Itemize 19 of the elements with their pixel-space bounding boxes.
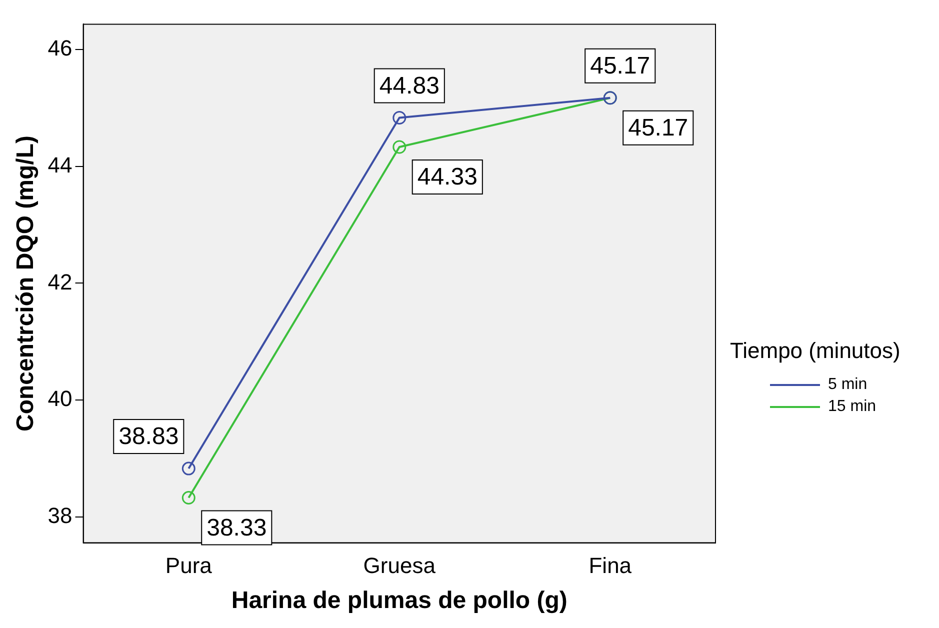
legend-label: 15 min (828, 398, 876, 416)
data-label: 44.33 (417, 164, 478, 191)
x-tick-label: Pura (165, 553, 213, 578)
y-tick-label: 40 (48, 386, 72, 412)
y-tick-label: 38 (48, 503, 72, 528)
x-axis-title: Harina de plumas de pollo (g) (231, 587, 568, 614)
y-axis-title: Concentrción DQO (mg/L) (12, 136, 40, 432)
x-tick-label: Gruesa (363, 553, 436, 578)
data-label: 38.83 (118, 423, 179, 450)
y-tick-label: 46 (48, 35, 72, 60)
data-label: 38.33 (206, 514, 267, 542)
data-label: 44.83 (379, 72, 440, 100)
data-label: 45.17 (590, 52, 650, 80)
legend-title: Tiempo (minutos) (730, 338, 900, 364)
x-tick-label: Fina (588, 553, 632, 578)
y-tick-label: 42 (48, 269, 72, 294)
y-tick-label: 44 (48, 152, 72, 178)
data-label: 45.17 (628, 114, 688, 142)
legend-label: 5 min (828, 376, 868, 394)
